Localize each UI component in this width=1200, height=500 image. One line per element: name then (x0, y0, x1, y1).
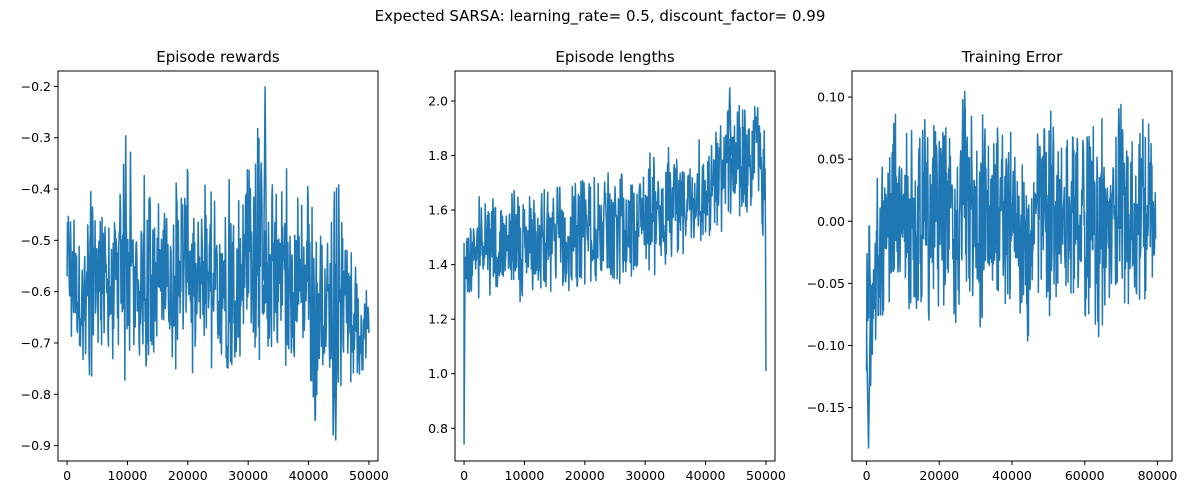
x-tick-label: 10000 (108, 468, 148, 483)
series-line-episode-lengths (463, 104, 767, 372)
y-tick-label: −0.8 (21, 387, 51, 402)
x-tick-label: 0 (460, 468, 468, 483)
x-tick-label: 0 (863, 468, 871, 483)
y-tick-label: −0.15 (807, 400, 845, 415)
x-tick-label: 40000 (992, 468, 1032, 483)
axes-frame-episode-rewards (57, 70, 379, 462)
x-tick-label: 60000 (1065, 468, 1105, 483)
subplot-title-episode-rewards: Episode rewards (156, 48, 280, 66)
subplot-title-training-error: Training Error (961, 48, 1063, 66)
y-tick-label: −0.7 (21, 335, 51, 350)
x-tick-label: 20000 (919, 468, 959, 483)
y-tick-label: −0.6 (21, 284, 51, 299)
series-max-spike-episode-rewards (262, 86, 268, 281)
series-max-spike-episode-lengths (727, 87, 732, 156)
x-tick-label: 30000 (228, 468, 268, 483)
x-tick-label: 20000 (168, 468, 208, 483)
y-tick-label: −0.3 (21, 130, 51, 145)
figure-title: Expected SARSA: learning_rate= 0.5, disc… (374, 7, 826, 25)
y-tick-label: 0.00 (817, 214, 845, 229)
series-min-spike-training-error (865, 295, 872, 449)
series-max-spike-training-error (962, 90, 967, 199)
subplot-episode-rewards: 0 10000 20000 30000 40000 50000 −0.9 −0.8 −0.7 −0… (21, 48, 389, 483)
x-tick-label: 20000 (565, 468, 605, 483)
series-line-training-error (865, 98, 1157, 387)
axes-frame-episode-lengths (454, 70, 776, 462)
subplot-episode-lengths: 0 10000 20000 30000 40000 50000 0.8 1.0 1.2 1.4 1.… (428, 48, 786, 483)
y-tick-label: 1.8 (428, 148, 448, 163)
x-tick-label: 30000 (625, 468, 665, 483)
y-tick-label: 1.4 (428, 257, 448, 272)
x-tick-label: 50000 (746, 468, 786, 483)
x-tick-label: 40000 (686, 468, 726, 483)
y-tick-label: 0.10 (817, 90, 845, 105)
y-tick-label: −0.9 (21, 438, 51, 453)
y-tick-label: 0.05 (817, 152, 845, 167)
y-tick-label: 1.2 (428, 312, 448, 327)
y-tick-label: −0.4 (21, 182, 51, 197)
x-tick-label: 80000 (1138, 468, 1178, 483)
x-tick-label: 50000 (349, 468, 389, 483)
x-tick-label: 0 (63, 468, 71, 483)
series-line-episode-rewards (66, 127, 370, 436)
x-tick-label: 40000 (289, 468, 329, 483)
y-tick-label: −0.5 (21, 233, 51, 248)
x-tick-label: 10000 (505, 468, 545, 483)
subplot-training-error: 0 20000 40000 60000 80000 −0.15 −0.10 −0.05 0.00… (807, 48, 1178, 483)
y-tick-label: −0.10 (807, 338, 845, 353)
subplot-title-episode-lengths: Episode lengths (555, 48, 674, 66)
y-tick-label: 2.0 (428, 94, 448, 109)
y-tick-label: 1.0 (428, 366, 448, 381)
y-tick-label: 1.6 (428, 203, 448, 218)
series-min-spike-episode-lengths (463, 242, 466, 445)
y-tick-label: −0.2 (21, 79, 51, 94)
y-tick-label: −0.05 (807, 276, 845, 291)
y-tick-label: 0.8 (428, 421, 448, 436)
